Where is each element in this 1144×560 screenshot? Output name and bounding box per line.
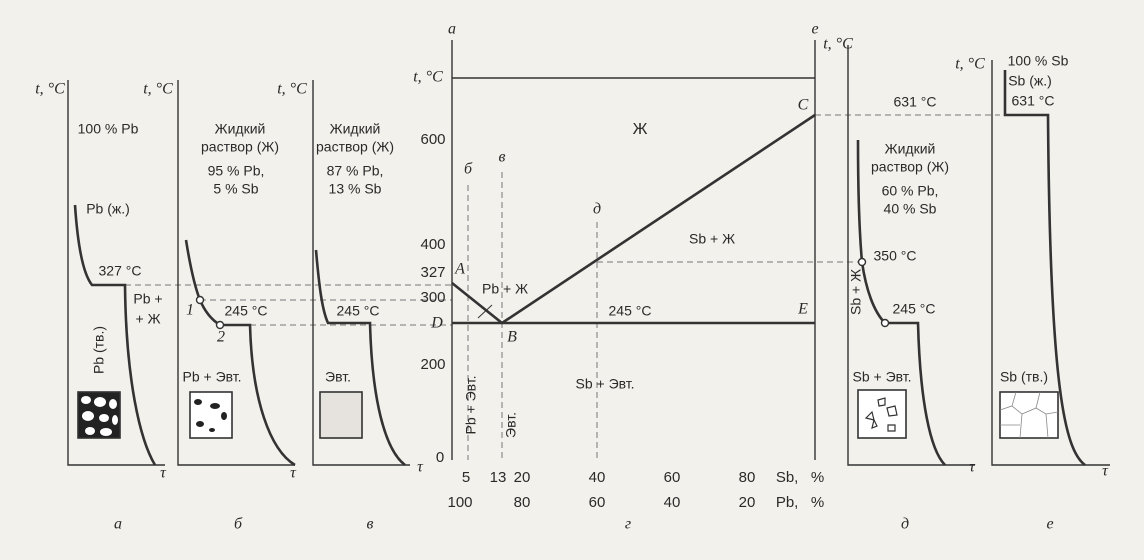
region-label: Ж	[633, 121, 648, 138]
label: Жидкий	[885, 141, 936, 157]
label: в	[499, 149, 506, 166]
x-tick-label: 60	[664, 469, 681, 486]
panel-d: t, °C τ 631 °C Жидкий раствор (Ж) 60 % P…	[823, 36, 976, 533]
label: 60 % Pb,	[882, 183, 939, 199]
label: 245 °C	[337, 303, 380, 319]
region-label: Sb + Эвт.	[575, 376, 634, 392]
y-tick-label: 200	[420, 356, 445, 373]
label: + Ж	[136, 311, 161, 327]
x-tick-label: 40	[664, 494, 681, 511]
label: 631 °C	[894, 94, 937, 110]
label: Pb (тв.)	[91, 326, 107, 374]
axis-label: Pb, %	[776, 494, 824, 511]
axis-label: t, °C	[955, 56, 985, 73]
axis-label: t, °C	[413, 69, 443, 86]
label: 13 % Sb	[329, 181, 382, 197]
x-tick-label: 100	[447, 494, 472, 511]
axis-label: τ	[417, 459, 424, 476]
label: 100 % Sb	[1008, 53, 1069, 69]
axis-label: t, °C	[277, 81, 307, 98]
panel-a: t, °C τ 100 % Pb Pb (ж.) 327 °C Pb + + Ж…	[35, 80, 167, 533]
caption: г	[625, 516, 631, 533]
x-tick-label: 5	[462, 469, 470, 486]
phase-diagram: а е t, °C 600 400 327 300 200 0 5 13 20 …	[413, 21, 824, 533]
region-label: Sb + Ж	[689, 231, 735, 247]
x-tick-label: 60	[589, 494, 606, 511]
label: Эвт.	[325, 369, 351, 385]
label: 100 % Pb	[78, 121, 139, 137]
panel-c: t, °C τ Жидкий раствор (Ж) 87 % Pb, 13 %…	[277, 80, 424, 533]
label: Жидкий	[330, 121, 381, 137]
y-tick-label: 0	[436, 449, 444, 466]
label: раствор (Ж)	[871, 159, 949, 175]
label: 87 % Pb,	[327, 163, 384, 179]
label: Sb (ж.)	[1008, 73, 1052, 89]
label: Sb + Ж	[848, 269, 864, 315]
x-tick-label: 40	[589, 469, 606, 486]
x-tick-label: 80	[739, 469, 756, 486]
label: Sb (тв.)	[1000, 369, 1048, 385]
point-label: D	[430, 315, 443, 332]
label: Жидкий	[215, 121, 266, 137]
point-label: C	[798, 97, 809, 114]
y-tick-label: 400	[420, 236, 445, 253]
y-tick-label: 300	[420, 289, 445, 306]
label: 327 °C	[99, 263, 142, 279]
label: б	[464, 161, 473, 178]
label: а	[448, 21, 456, 38]
axis-label: τ	[160, 465, 167, 482]
label: 245 °C	[609, 303, 652, 319]
axis-label: t, °C	[143, 81, 173, 98]
x-tick-label: 80	[514, 494, 531, 511]
label: Pb (ж.)	[86, 201, 130, 217]
label: е	[811, 21, 818, 38]
caption: д	[901, 516, 909, 533]
label: раствор (Ж)	[316, 139, 394, 155]
label: 40 % Sb	[884, 201, 937, 217]
caption: в	[367, 516, 374, 533]
label: д	[593, 201, 601, 218]
label: 350 °C	[874, 248, 917, 264]
point-label: E	[797, 301, 808, 318]
label: 245 °C	[893, 301, 936, 317]
label: 1	[186, 302, 194, 319]
caption: а	[114, 516, 122, 533]
label: Sb + Эвт.	[852, 369, 911, 385]
guide-lines	[125, 114, 1000, 460]
point-label: A	[454, 261, 465, 278]
axis-label: τ	[1102, 463, 1109, 480]
axis-label: t, °C	[823, 36, 853, 53]
region-label: Эвт.	[503, 412, 519, 438]
panel-e: t, °C τ 100 % Sb Sb (ж.) 631 °C Sb (тв.)…	[955, 53, 1110, 533]
label: 2	[217, 329, 225, 346]
label: 95 % Pb,	[208, 163, 265, 179]
region-label: Pb + Ж	[482, 281, 528, 297]
label: 5 % Sb	[213, 181, 258, 197]
label: Pb +	[133, 291, 162, 307]
caption: е	[1046, 516, 1053, 533]
label: 631 °C	[1012, 93, 1055, 109]
x-tick-label: 20	[739, 494, 756, 511]
y-tick-label: 327	[420, 264, 445, 281]
label: раствор (Ж)	[201, 139, 279, 155]
label: 245 °C	[225, 303, 268, 319]
label: Pb + Эвт.	[182, 369, 241, 385]
axis-label: τ	[290, 465, 297, 482]
point-label: B	[507, 329, 517, 346]
axis-label: t, °C	[35, 81, 65, 98]
region-label: Pb + Эвт.	[463, 375, 479, 434]
x-tick-label: 13	[490, 469, 507, 486]
axis-label: Sb, %	[776, 469, 824, 486]
x-tick-label: 20	[514, 469, 531, 486]
y-tick-label: 600	[420, 131, 445, 148]
panel-b: t, °C τ Жидкий раствор (Ж) 95 % Pb, 5 % …	[143, 80, 297, 533]
axis-label: τ	[969, 459, 976, 476]
caption: б	[234, 516, 243, 533]
